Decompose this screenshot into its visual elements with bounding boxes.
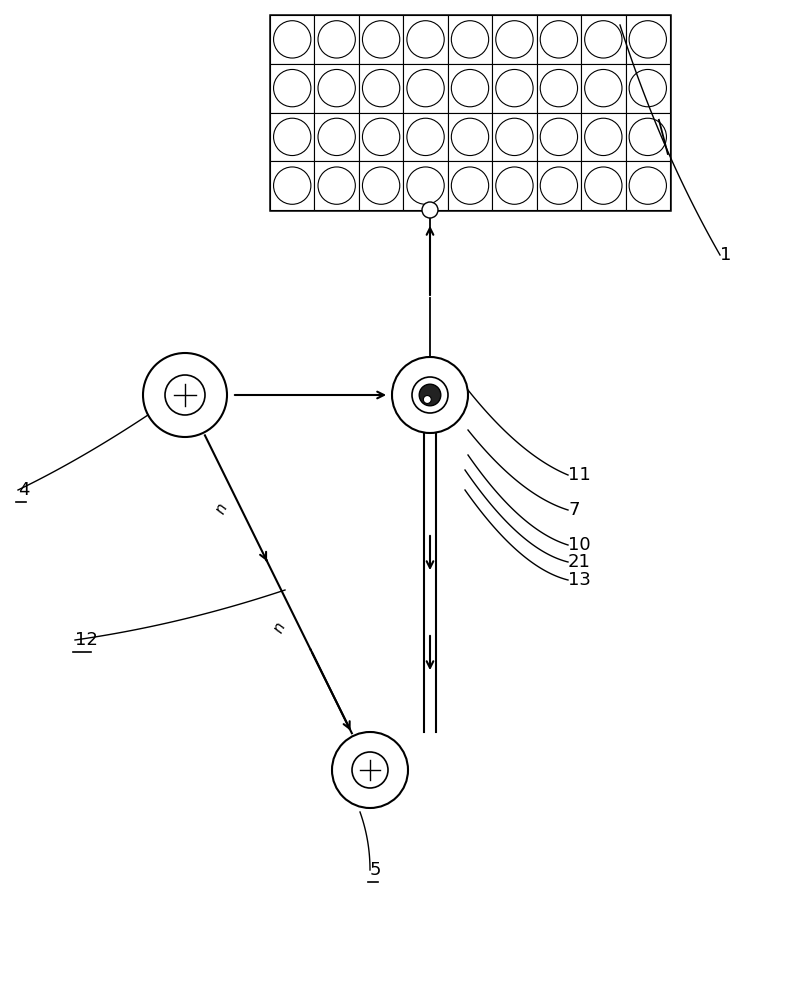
Circle shape	[318, 69, 355, 107]
Circle shape	[407, 118, 444, 156]
Circle shape	[419, 384, 441, 406]
Circle shape	[540, 167, 577, 204]
Bar	[448, 64, 492, 112]
Circle shape	[273, 21, 311, 58]
Circle shape	[452, 21, 489, 58]
Circle shape	[412, 377, 448, 413]
Bar	[359, 64, 403, 112]
Circle shape	[585, 21, 622, 58]
Circle shape	[332, 732, 408, 808]
Circle shape	[363, 118, 400, 156]
Bar	[403, 112, 448, 161]
Text: n: n	[271, 620, 289, 636]
Circle shape	[629, 118, 667, 156]
Text: 1: 1	[720, 246, 732, 264]
Bar	[270, 112, 315, 161]
Text: 10: 10	[568, 536, 590, 554]
Circle shape	[629, 21, 667, 58]
Circle shape	[496, 69, 533, 107]
Text: 12: 12	[75, 631, 98, 649]
Bar	[315, 64, 359, 112]
Circle shape	[423, 396, 431, 403]
Circle shape	[452, 167, 489, 204]
Bar	[581, 161, 625, 210]
Circle shape	[496, 118, 533, 156]
Circle shape	[392, 357, 468, 433]
Text: 5: 5	[370, 861, 381, 879]
Circle shape	[407, 167, 444, 204]
Circle shape	[273, 69, 311, 107]
Circle shape	[585, 167, 622, 204]
Bar	[315, 161, 359, 210]
Bar	[359, 161, 403, 210]
Bar	[492, 161, 537, 210]
Bar	[448, 15, 492, 64]
Text: 4: 4	[18, 481, 29, 499]
Circle shape	[407, 21, 444, 58]
Circle shape	[496, 167, 533, 204]
Bar	[359, 15, 403, 64]
Text: 21: 21	[568, 553, 591, 571]
Bar	[625, 161, 670, 210]
Circle shape	[363, 69, 400, 107]
Circle shape	[422, 202, 438, 218]
Bar	[270, 15, 315, 64]
Text: 11: 11	[568, 466, 590, 484]
Circle shape	[585, 69, 622, 107]
Circle shape	[318, 167, 355, 204]
Circle shape	[629, 69, 667, 107]
Circle shape	[363, 21, 400, 58]
Circle shape	[273, 167, 311, 204]
Bar	[270, 15, 670, 210]
Bar	[492, 15, 537, 64]
Text: 13: 13	[568, 571, 591, 589]
Circle shape	[318, 118, 355, 156]
Circle shape	[585, 118, 622, 156]
Circle shape	[452, 69, 489, 107]
Bar	[315, 15, 359, 64]
Text: 7: 7	[568, 501, 580, 519]
Bar	[625, 15, 670, 64]
Circle shape	[165, 375, 205, 415]
Bar	[537, 64, 581, 112]
Bar	[403, 161, 448, 210]
Circle shape	[540, 118, 577, 156]
Bar	[537, 161, 581, 210]
Bar	[448, 161, 492, 210]
Bar	[359, 112, 403, 161]
Bar	[537, 15, 581, 64]
Circle shape	[318, 21, 355, 58]
Bar	[537, 112, 581, 161]
Circle shape	[540, 69, 577, 107]
Circle shape	[540, 21, 577, 58]
Bar	[625, 64, 670, 112]
Circle shape	[407, 69, 444, 107]
Bar	[492, 64, 537, 112]
Circle shape	[352, 752, 388, 788]
Bar	[403, 64, 448, 112]
Circle shape	[143, 353, 227, 437]
Bar	[581, 112, 625, 161]
Text: n: n	[212, 501, 230, 516]
Circle shape	[363, 167, 400, 204]
Bar	[625, 112, 670, 161]
Bar	[270, 161, 315, 210]
Bar	[403, 15, 448, 64]
Bar	[270, 64, 315, 112]
Circle shape	[273, 118, 311, 156]
Circle shape	[496, 21, 533, 58]
Bar	[581, 15, 625, 64]
Bar	[315, 112, 359, 161]
Bar	[581, 64, 625, 112]
Circle shape	[452, 118, 489, 156]
Bar	[492, 112, 537, 161]
Circle shape	[629, 167, 667, 204]
Bar	[448, 112, 492, 161]
